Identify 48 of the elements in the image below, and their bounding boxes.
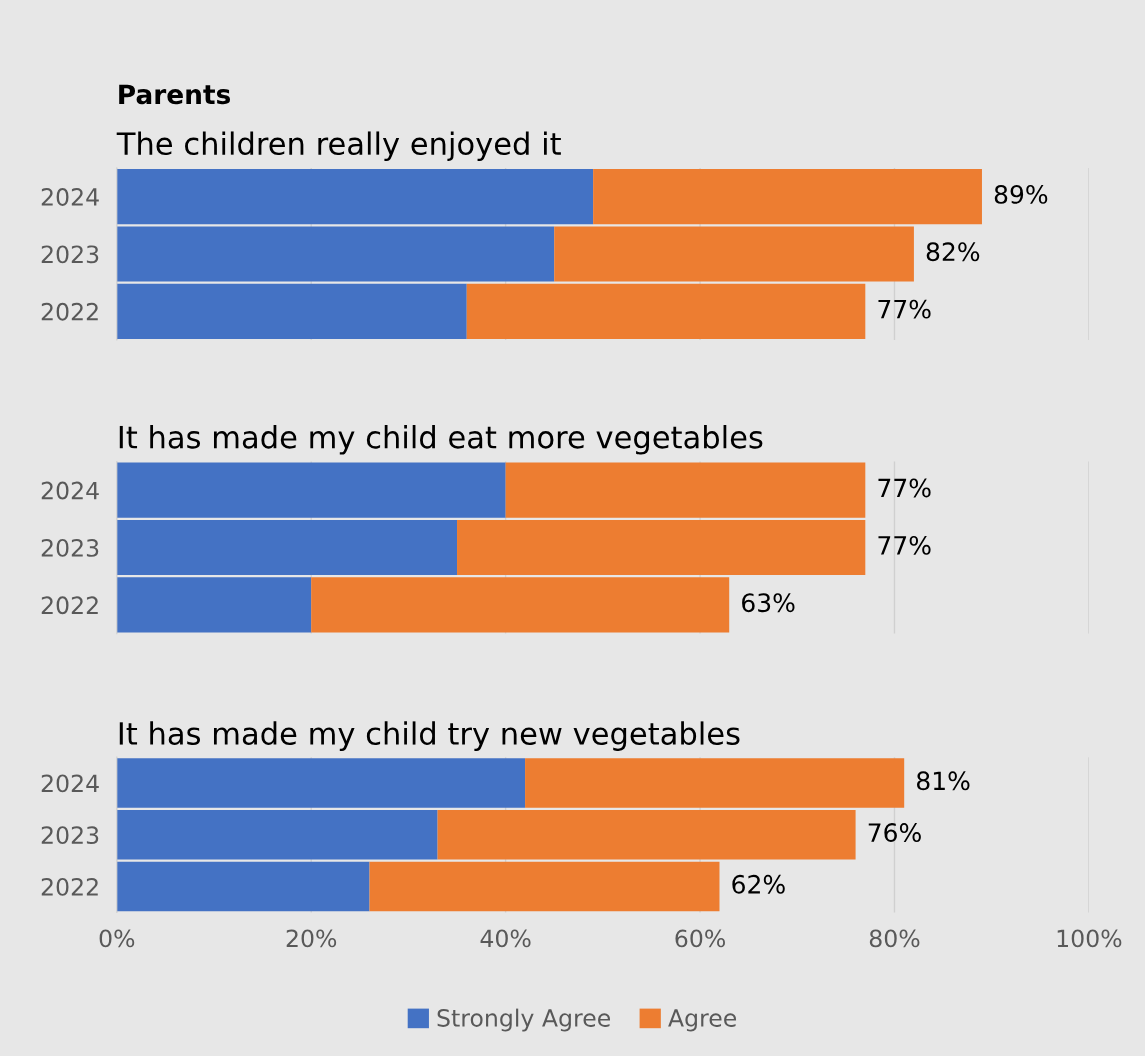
- y-tick-label: 2022: [41, 302, 98, 321]
- bar: [116, 861, 370, 912]
- x-tick-label: 80%: [869, 929, 920, 948]
- chart-title: Parents: [119, 84, 231, 105]
- x-tick-label: 0%: [99, 929, 135, 948]
- y-tick-label: 2024: [41, 774, 99, 793]
- bar: [525, 758, 905, 808]
- x-tick-label: 40%: [480, 929, 531, 948]
- bar: [116, 577, 312, 633]
- legend-label: Strongly Agree: [437, 1008, 610, 1032]
- bar: [116, 809, 438, 860]
- total-label: 77%: [878, 299, 931, 319]
- y-tick-label: 2024: [41, 188, 99, 206]
- bar: [116, 283, 467, 339]
- y-tick-label: 2024: [41, 481, 99, 500]
- bar: [466, 283, 866, 339]
- bar: [116, 169, 594, 225]
- y-tick-label: 2023: [41, 538, 99, 557]
- x-tick-label: 60%: [675, 929, 725, 948]
- x-tick-label: 20%: [286, 929, 337, 948]
- chart-title: It has made my child eat more vegetables: [119, 425, 763, 455]
- total-label: 63%: [742, 593, 795, 613]
- bar: [116, 758, 526, 808]
- chart-title: It has made my child try new vegetables: [119, 721, 740, 751]
- bar: [116, 462, 506, 518]
- bar: [311, 577, 730, 633]
- total-label: 89%: [994, 184, 1048, 204]
- bar: [369, 861, 720, 912]
- bar: [505, 462, 866, 518]
- y-tick-label: 2023: [41, 245, 99, 264]
- bar: [116, 520, 458, 576]
- y-tick-label: 2022: [41, 596, 98, 615]
- total-label: 76%: [868, 823, 921, 843]
- bar: [437, 809, 856, 860]
- x-tick-label: 100%: [1057, 929, 1122, 948]
- total-label: 62%: [732, 874, 785, 894]
- total-label: 77%: [878, 478, 931, 498]
- total-label: 77%: [878, 535, 931, 555]
- bar: [593, 169, 982, 225]
- y-tick-label: 2023: [41, 826, 99, 845]
- total-label: 82%: [926, 242, 980, 262]
- bar: [554, 226, 914, 282]
- legend-label: Agree: [668, 1009, 737, 1032]
- chart-subtitle: The children really enjoyed it: [116, 131, 561, 162]
- bar: [457, 520, 866, 576]
- bar: [116, 226, 555, 282]
- total-label: 81%: [917, 771, 970, 791]
- y-tick-label: 2022: [41, 877, 98, 896]
